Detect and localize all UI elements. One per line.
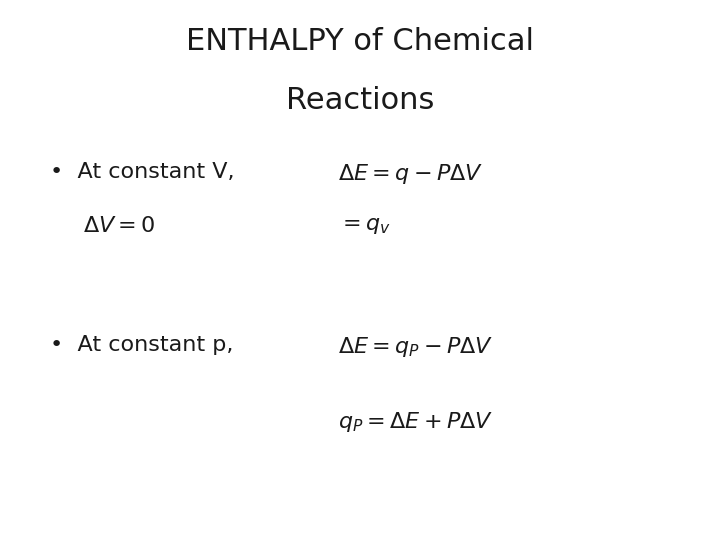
Text: Reactions: Reactions xyxy=(286,86,434,116)
Text: $\Delta E = q_P - P\Delta V$: $\Delta E = q_P - P\Delta V$ xyxy=(338,335,494,359)
Text: $= q_v$: $= q_v$ xyxy=(338,216,391,236)
Text: $q_P = \Delta E + P\Delta V$: $q_P = \Delta E + P\Delta V$ xyxy=(338,410,494,434)
Text: $\Delta V = 0$: $\Delta V = 0$ xyxy=(83,216,156,236)
Text: ENTHALPY of Chemical: ENTHALPY of Chemical xyxy=(186,27,534,56)
Text: •  At constant p,: • At constant p, xyxy=(50,335,234,355)
Text: $\Delta E = q - P\Delta V$: $\Delta E = q - P\Delta V$ xyxy=(338,162,484,186)
Text: •  At constant V,: • At constant V, xyxy=(50,162,235,182)
